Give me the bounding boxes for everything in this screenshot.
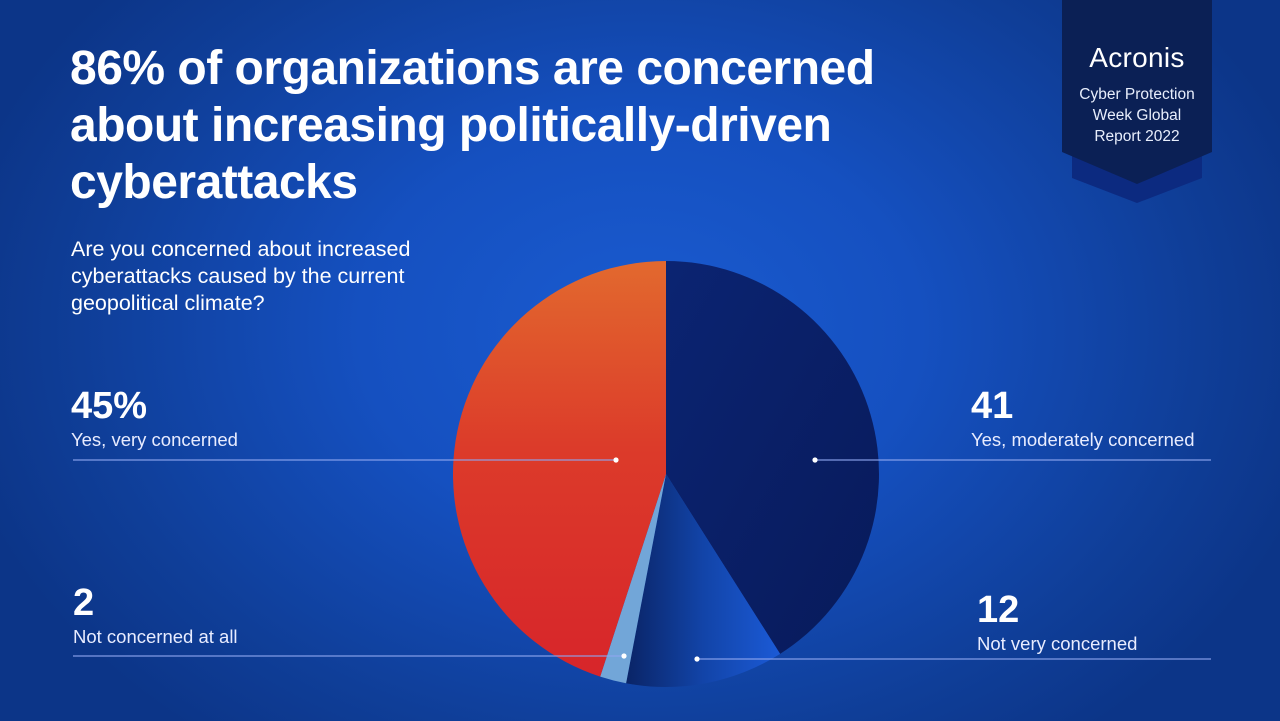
data-label-not-concerned-at-all: 2 Not concerned at all: [73, 583, 238, 648]
leader-dot-very-concerned: [613, 457, 619, 463]
leader-dot-not-concerned-at-all: [621, 653, 627, 659]
value-not-very-concerned: 12: [977, 589, 1020, 631]
report-badge: Acronis Cyber Protection Week Global Rep…: [1062, 0, 1212, 147]
value-not-concerned-at-all: 2: [73, 582, 95, 624]
badge-line-3: Report 2022: [1094, 128, 1180, 145]
data-label-not-very-concerned: 12 Not very concerned: [977, 590, 1137, 655]
data-label-moderately-concerned: 41 Yes, moderately concerned: [971, 386, 1195, 451]
legend-not-very-concerned: Not very concerned: [977, 633, 1138, 654]
leader-dot-not-very-concerned: [694, 656, 700, 662]
survey-question: Are you concerned about increased cybera…: [71, 237, 411, 315]
pie-slice-not-very-concerned: [626, 474, 781, 688]
legend-moderately-concerned: Yes, moderately concerned: [971, 429, 1195, 450]
legend-not-concerned-at-all: Not concerned at all: [73, 626, 238, 647]
legend-very-concerned: Yes, very concerned: [71, 429, 238, 450]
pie-slice-not-concerned-at-all: [600, 474, 666, 684]
pie-slice-very-concerned: [452, 261, 666, 677]
data-label-very-concerned: 45% Yes, very concerned: [71, 386, 238, 451]
page-title: 86% of organizations are concerned about…: [70, 42, 875, 209]
pie-slice-moderately-concerned: [666, 261, 879, 654]
leader-dot-moderately-concerned: [812, 457, 818, 463]
badge-line-1: Cyber Protection: [1079, 86, 1195, 103]
value-very-concerned: 45%: [71, 385, 148, 427]
badge-ribbon: [1062, 0, 1212, 184]
value-moderately-concerned: 41: [971, 385, 1014, 427]
acronis-logo: Acronis: [1089, 42, 1185, 73]
badge-line-2: Week Global: [1092, 107, 1182, 124]
